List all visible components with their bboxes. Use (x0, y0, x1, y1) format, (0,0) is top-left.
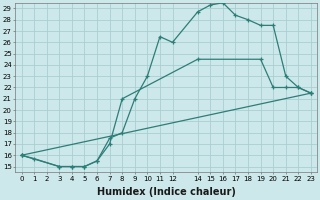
X-axis label: Humidex (Indice chaleur): Humidex (Indice chaleur) (97, 187, 236, 197)
